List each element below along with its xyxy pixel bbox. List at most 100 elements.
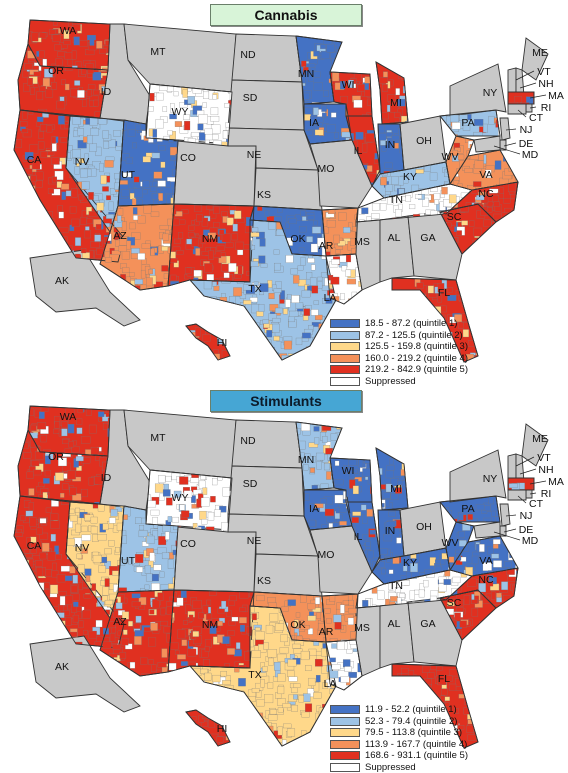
county-cell — [467, 734, 477, 741]
county-cell — [201, 359, 208, 360]
county-cell — [287, 744, 295, 746]
county-cell — [232, 314, 238, 321]
county-cell — [280, 290, 285, 300]
county-cell — [488, 115, 495, 125]
county-cell — [135, 517, 142, 524]
county-cell — [298, 247, 305, 253]
county-cell — [38, 224, 46, 234]
county-cell — [159, 571, 165, 578]
county-cell — [353, 99, 363, 108]
county-cell — [51, 157, 60, 165]
county-cell — [23, 576, 30, 586]
state-ct — [507, 489, 527, 501]
county-cell — [22, 111, 28, 120]
county-cell — [102, 130, 109, 139]
county-cell — [333, 614, 342, 623]
state-label-ri: RI — [541, 488, 552, 500]
county-cell — [469, 285, 475, 293]
county-cell — [14, 579, 22, 586]
county-cell — [50, 584, 59, 594]
county-cell — [30, 195, 37, 205]
county-cell — [394, 295, 402, 305]
county-cell — [56, 100, 66, 110]
county-cell — [46, 151, 55, 156]
county-cell — [210, 690, 218, 700]
county-cell — [35, 180, 43, 188]
county-cell — [206, 613, 213, 620]
county-cell — [181, 510, 190, 518]
county-cell — [489, 251, 496, 254]
county-cell — [235, 642, 241, 650]
county-cell — [496, 592, 502, 598]
county-cell — [168, 662, 177, 671]
county-cell — [76, 553, 83, 559]
county-cell — [88, 477, 95, 486]
county-cell — [394, 111, 401, 118]
county-cell — [399, 593, 406, 598]
county-cell — [331, 664, 341, 670]
county-cell — [420, 285, 427, 294]
county-cell — [121, 668, 129, 674]
legend-item: 11.9 - 52.2 (quintile 1) — [330, 704, 468, 716]
county-cell — [409, 590, 415, 600]
county-cell — [105, 214, 114, 219]
county-cell — [19, 175, 29, 183]
county-cell — [447, 601, 455, 607]
county-cell — [258, 255, 266, 264]
county-cell — [352, 485, 359, 495]
county-cell — [310, 467, 315, 473]
county-cell — [28, 598, 35, 604]
county-cell — [423, 694, 430, 704]
state-outline-mi — [375, 61, 409, 125]
county-cell — [398, 688, 407, 697]
county-cell — [96, 248, 104, 255]
state-label-ma: MA — [548, 476, 564, 488]
county-cell — [201, 217, 209, 227]
county-cell — [21, 128, 29, 134]
county-cell — [28, 201, 36, 210]
county-cell — [213, 206, 220, 214]
county-cell — [76, 427, 83, 434]
state-label-ut: UT — [121, 555, 136, 567]
state-label-sc: SC — [447, 211, 462, 223]
county-cell — [447, 212, 453, 222]
county-cell — [72, 614, 79, 623]
state-outline-wy — [145, 469, 233, 533]
county-cell — [324, 508, 335, 516]
state-outline-il — [345, 501, 381, 574]
county-cell — [216, 736, 224, 743]
county-cell — [19, 182, 29, 192]
leader-line-md — [493, 145, 521, 155]
county-cell — [158, 145, 166, 151]
county-cell — [323, 226, 330, 234]
county-cell — [239, 617, 247, 624]
leader-line-de — [503, 142, 517, 147]
county-cell — [197, 123, 204, 131]
county-cell — [170, 156, 176, 161]
legend-item: 87.2 - 125.5 (quintile 2) — [330, 330, 468, 342]
county-cell — [40, 151, 48, 158]
county-cell — [50, 520, 60, 529]
county-cell — [300, 210, 306, 217]
county-cell — [159, 225, 169, 230]
county-cell — [151, 664, 157, 672]
county-cell — [385, 521, 395, 528]
county-cell — [329, 670, 339, 679]
county-cell — [300, 625, 310, 630]
county-cell — [335, 507, 341, 514]
county-cell — [49, 29, 56, 35]
county-cell — [198, 114, 208, 124]
county-cell — [157, 592, 164, 601]
legend-item: Suppressed — [330, 762, 468, 773]
county-cell — [318, 356, 324, 360]
county-cell — [79, 40, 88, 47]
county-cell — [102, 586, 110, 596]
state-co — [173, 525, 257, 593]
legend-item: 168.6 - 931.1 (quintile 5) — [330, 750, 468, 762]
county-cell — [20, 580, 28, 589]
state-label-nv: NV — [75, 156, 90, 168]
county-cell — [314, 658, 323, 667]
county-cell — [224, 103, 230, 108]
county-cell — [47, 551, 56, 561]
county-cell — [161, 648, 168, 658]
